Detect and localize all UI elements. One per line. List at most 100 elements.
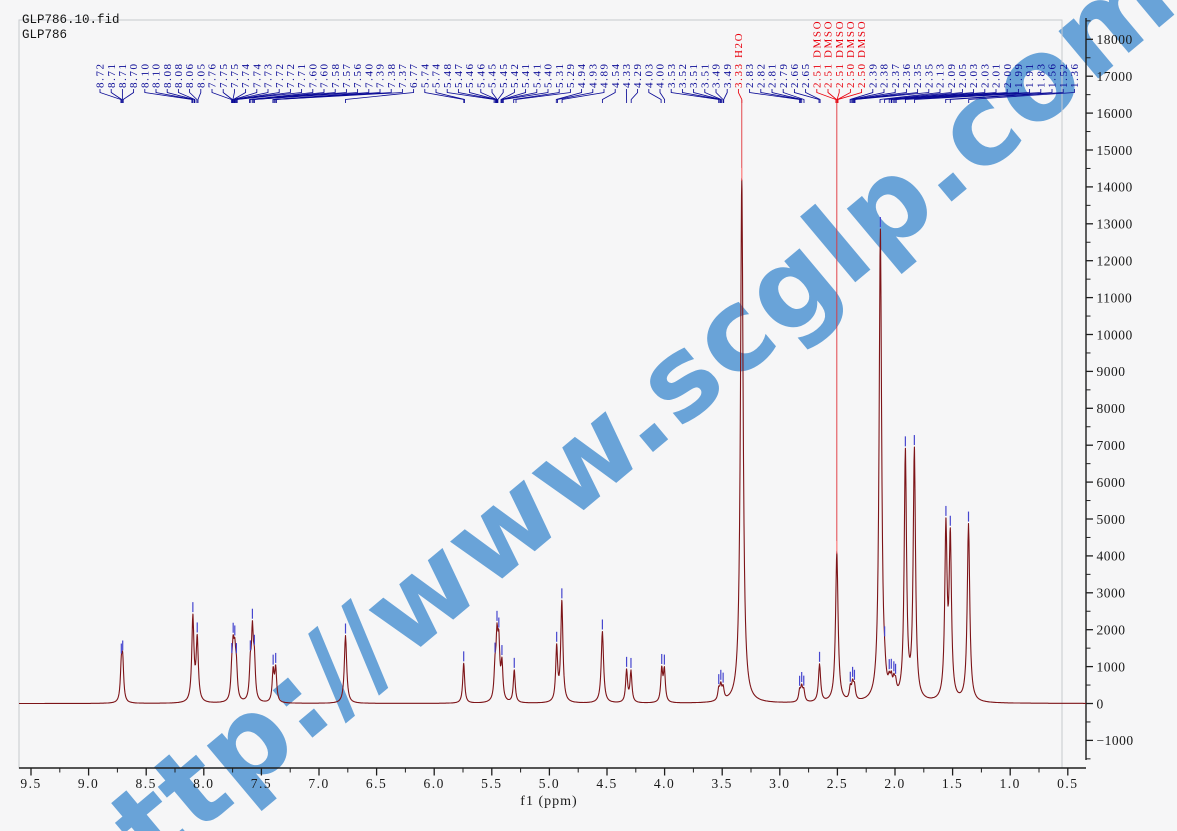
y-axis-tick-label: 18000 [1097, 32, 1133, 47]
peak-shift-label: 2.66 [789, 62, 801, 88]
spectrum-curve [18, 179, 1087, 705]
peak-label-leader [345, 89, 415, 103]
x-axis-tick-label: 4.5 [596, 776, 617, 791]
peak-label-leader [561, 89, 605, 103]
y-axis-tick-label: 11000 [1097, 290, 1133, 305]
peak-label-leader [968, 89, 1075, 103]
peak-shift-label: 7.74 [240, 62, 252, 88]
peak-label-leader [515, 89, 571, 103]
peak-shift-label: 8.70 [128, 62, 140, 88]
peak-label-leader [500, 89, 515, 103]
x-axis-tick-label: 7.5 [251, 776, 272, 791]
peak-label-leader [749, 89, 800, 103]
peak-label-leader [166, 89, 195, 103]
peak-shift-label: 7.58 [330, 62, 342, 88]
peak-label-leader [469, 89, 497, 103]
peak-shift-label: 2.00 [1002, 62, 1014, 88]
peak-shift-label: 8.72 [95, 62, 107, 88]
peak-shift-label: 8.08 [162, 62, 174, 88]
y-axis-tick-label: 10000 [1097, 327, 1133, 342]
x-axis-tick-label: 5.5 [481, 776, 502, 791]
peak-shift-label: 2.39 [867, 62, 879, 88]
peak-shift-label: 5.41 [531, 62, 543, 88]
peak-shift-label: 7.56 [352, 62, 364, 88]
peak-shift-label: 4.94 [576, 62, 588, 88]
peak-label-leader [99, 89, 122, 103]
peak-shift-label: 5.74 [431, 62, 443, 88]
peak-label-leader [891, 89, 986, 103]
peak-shift-label: 7.76 [207, 62, 219, 88]
x-axis-tick-label: 2.0 [884, 776, 905, 791]
peak-shift-label: 4.00 [655, 62, 667, 88]
y-axis-tick-label: 9000 [1097, 364, 1126, 379]
y-axis-tick-label: −1000 [1097, 733, 1134, 748]
x-axis-tick-label: 4.0 [654, 776, 675, 791]
peak-label-leader [249, 89, 325, 103]
peak-shift-label: 3.51 [699, 62, 711, 88]
peak-shift-label: 4.89 [599, 62, 611, 88]
peak-shift-label: 2.81 [767, 62, 779, 88]
peak-shift-label: 2.51 DMSO [811, 20, 823, 88]
peak-shift-label: 7.73 [263, 62, 275, 88]
peak-shift-label: 4.54 [610, 62, 622, 88]
peak-shift-label: 5.42 [509, 62, 521, 88]
x-axis-tick-label: 1.0 [1000, 776, 1021, 791]
peak-label-leader [491, 89, 498, 103]
peak-label-leader [850, 89, 885, 103]
peak-shift-label: 5.31 [554, 62, 566, 88]
peak-label-leaders [99, 89, 1075, 103]
peak-shift-label: 2.79 [778, 62, 790, 88]
peak-shift-label: 5.41 [520, 62, 532, 88]
peak-label-leader [914, 89, 1042, 103]
peak-label-leader [837, 89, 851, 103]
y-axis-tick-label: 1000 [1097, 659, 1126, 674]
peak-shift-label: 1.83 [1035, 62, 1047, 88]
peak-shift-label: 2.13 [935, 62, 947, 88]
y-axis-tick-label: 12000 [1097, 254, 1133, 269]
peak-label-leader [222, 89, 233, 103]
peak-label-leader [723, 89, 728, 103]
peak-shift-label: 2.82 [755, 62, 767, 88]
y-axis-tick-label: 17000 [1097, 69, 1133, 84]
peak-label-leader [110, 89, 123, 103]
peak-label-leader [189, 89, 198, 103]
peak-shift-label: 2.65 [800, 62, 812, 88]
peak-shift-label: 3.49 [711, 62, 723, 88]
peak-shift-label: 2.51 DMSO [834, 20, 846, 88]
x-axis-tick-label: 9.0 [78, 776, 99, 791]
peak-label-leader [888, 89, 963, 103]
peak-shift-label: 4.29 [632, 62, 644, 88]
peak-label-leader [659, 89, 666, 103]
peak-label-leader [853, 89, 919, 103]
peak-shift-label: 7.39 [375, 62, 387, 88]
y-axis-tick-label: 5000 [1097, 512, 1126, 527]
peak-label-leader [249, 89, 314, 103]
peak-label-leader [601, 89, 616, 103]
peak-shift-label: 3.52 [677, 62, 689, 88]
peak-shift-label: 4.33 [621, 62, 633, 88]
peak-shift-label: 2.35 [923, 62, 935, 88]
peak-label-leader [122, 89, 135, 103]
peak-shift-label: 7.75 [229, 62, 241, 88]
peak-shift-label: 2.01 [991, 62, 1003, 88]
peak-shift-label: 8.08 [173, 62, 185, 88]
x-axis-title: f1 (ppm) [520, 794, 578, 809]
peak-shift-label: 7.60 [307, 62, 319, 88]
peak-label-leader [890, 89, 975, 103]
peak-shift-label: 3.33 H2O [733, 32, 745, 88]
peak-label-leader [502, 89, 549, 103]
peak-shift-label: 3.49 [722, 62, 734, 88]
x-axis-tick-label: 9.5 [20, 776, 41, 791]
peak-label-leader [557, 89, 594, 103]
peak-shift-label: 1.36 [1069, 62, 1081, 88]
spectrum-sample-name: GLP786 [22, 28, 68, 42]
peak-shift-label: 2.50 DMSO [845, 20, 857, 88]
peak-label-leader [502, 89, 538, 103]
peak-label-leader [945, 89, 1053, 103]
x-axis-tick-label: 8.5 [136, 776, 157, 791]
peak-label-leader [232, 89, 235, 103]
x-axis-tick-label: 6.5 [366, 776, 387, 791]
x-axis: 9.5 9.0 8.5 8.0 7.5 7.0 6.5 6.0 5.5 5.0 4.5 4.0 3.5 3… [19, 767, 1086, 791]
peak-label-leader [849, 89, 874, 103]
